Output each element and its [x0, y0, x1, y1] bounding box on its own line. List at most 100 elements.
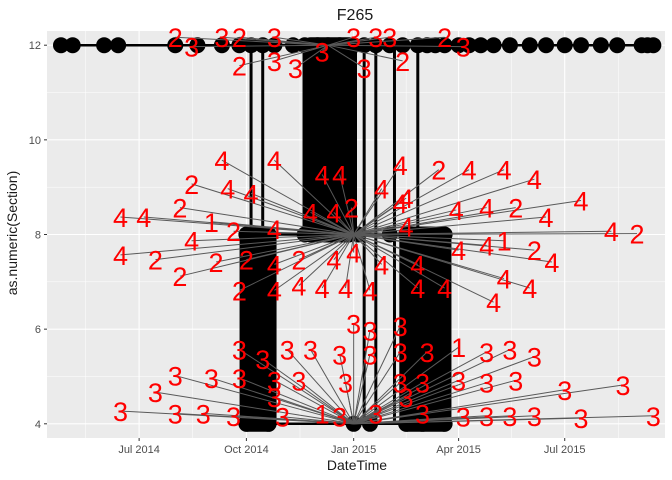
label-connector — [233, 230, 354, 235]
label-connector — [298, 379, 354, 425]
point-label: 4 — [399, 184, 414, 214]
point-label: 4 — [604, 217, 619, 247]
point-label: 2 — [232, 52, 247, 82]
point-label: 4 — [214, 146, 229, 176]
label-connector — [328, 44, 464, 48]
label-connector — [239, 349, 354, 425]
label-connector — [353, 379, 459, 425]
label-connector — [353, 234, 505, 242]
point-label: 2 — [437, 23, 452, 53]
point-label: 3 — [508, 366, 523, 396]
point-label: 3 — [303, 336, 318, 366]
data-point — [573, 37, 590, 54]
point-label: 4 — [449, 196, 464, 226]
point-label: 3 — [288, 54, 303, 84]
point-label: 2 — [172, 194, 187, 224]
point-label: 3 — [479, 338, 494, 368]
point-label: 4 — [522, 274, 537, 304]
point-label: 3 — [280, 336, 295, 366]
point-label: 4 — [267, 146, 282, 176]
label-connector — [175, 36, 329, 46]
data-point — [213, 37, 230, 54]
label-connector — [353, 325, 401, 425]
point-label: 4 — [497, 265, 512, 295]
label-connector — [321, 174, 355, 235]
point-label: 3 — [456, 33, 471, 63]
point-label: 3 — [502, 402, 517, 432]
point-label: 4 — [332, 160, 347, 190]
label-connector — [353, 169, 470, 235]
y-tick-label: 8 — [35, 230, 41, 242]
point-label: 3 — [346, 310, 361, 340]
y-tick-label: 4 — [35, 419, 41, 431]
label-connector — [191, 234, 354, 242]
label-connector — [239, 377, 354, 425]
label-connector — [353, 351, 487, 425]
point-label: 3 — [362, 317, 377, 347]
label-connector — [175, 375, 354, 425]
data-point — [238, 415, 255, 432]
point-label: 1 — [451, 333, 466, 363]
label-connector — [120, 234, 354, 256]
y-tick-label: 10 — [29, 135, 41, 147]
label-connector — [353, 233, 638, 235]
data-point — [436, 37, 453, 54]
chart-title: F265 — [337, 7, 374, 24]
label-connector — [274, 159, 355, 235]
label-connector — [310, 349, 355, 425]
point-label: 4 — [479, 194, 494, 224]
data-point — [501, 37, 518, 54]
data-point — [645, 37, 662, 54]
point-label: 3 — [214, 23, 229, 53]
label-connector — [353, 379, 516, 425]
point-label: 4 — [393, 189, 408, 219]
label-connector — [353, 415, 654, 425]
point-label: 2 — [344, 194, 359, 224]
label-connector — [353, 412, 377, 425]
point-label: 3 — [267, 23, 282, 53]
label-connector — [353, 354, 371, 424]
label-connector — [353, 207, 487, 235]
label-connector — [353, 234, 383, 265]
data-point — [538, 37, 555, 54]
data-point — [110, 37, 127, 54]
data-point — [521, 37, 538, 54]
data-point — [398, 415, 415, 432]
label-connector — [353, 351, 428, 425]
point-label: 3 — [527, 402, 542, 432]
point-label: 2 — [148, 246, 163, 276]
point-label: 4 — [338, 274, 353, 304]
label-connector — [339, 416, 354, 425]
data-band — [239, 226, 277, 432]
point-label: 4 — [437, 274, 452, 304]
label-connector — [227, 188, 354, 235]
label-connector — [353, 169, 440, 235]
point-label: 4 — [136, 203, 151, 233]
point-label: 4 — [267, 250, 282, 280]
y-tick-label: 6 — [35, 324, 41, 336]
point-label: 4 — [362, 276, 377, 306]
point-label: 3 — [168, 399, 183, 429]
point-label: 3 — [338, 369, 353, 399]
data-point — [472, 37, 489, 54]
label-connector — [295, 44, 329, 69]
point-label: 3 — [415, 369, 430, 399]
data-point — [394, 37, 411, 54]
point-label: 3 — [382, 23, 397, 53]
label-connector — [345, 382, 355, 424]
point-label: 3 — [275, 403, 290, 433]
data-point — [189, 37, 206, 54]
point-label: 4 — [399, 213, 414, 243]
label-connectors — [120, 36, 654, 425]
point-label: 4 — [244, 179, 259, 209]
point-label: 2 — [172, 262, 187, 292]
point-label: 3 — [616, 371, 631, 401]
data-point — [52, 37, 69, 54]
y-axis-label: as.numeric(Section) — [4, 171, 20, 296]
point-label: 4 — [315, 160, 330, 190]
point-label: 3 — [399, 383, 414, 413]
point-label: 3 — [184, 33, 199, 63]
data-point — [556, 37, 573, 54]
data-point — [609, 37, 626, 54]
